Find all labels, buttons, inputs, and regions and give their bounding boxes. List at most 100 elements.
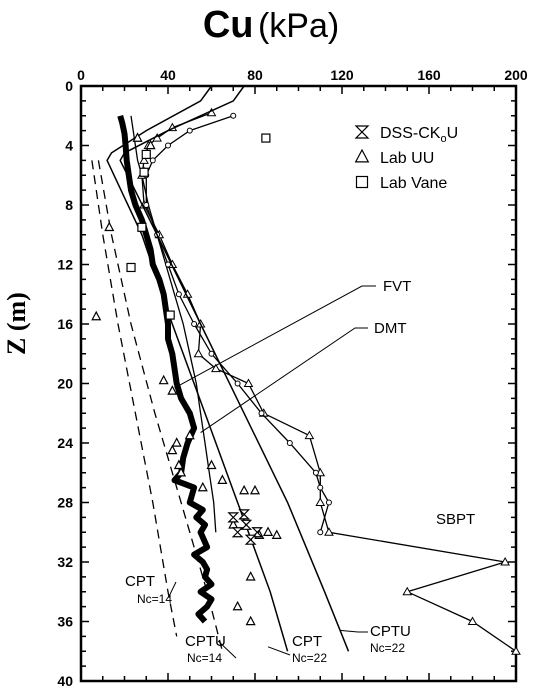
y-tick-label: 40 bbox=[57, 673, 73, 688]
sbpt-marker bbox=[243, 378, 254, 387]
legend-label: Lab UU bbox=[380, 150, 434, 167]
annotation-dmt: DMT bbox=[374, 320, 407, 337]
sbpt-circle-marker bbox=[186, 127, 193, 134]
lab-uu-point bbox=[171, 437, 182, 447]
lab-uu-point bbox=[239, 484, 250, 495]
chart-title: Cu (kPa) bbox=[0, 4, 542, 47]
y-tick-label: 0 bbox=[65, 78, 73, 94]
sbpt-marker bbox=[467, 616, 478, 625]
lab-uu-point bbox=[206, 459, 217, 470]
sbpt-circle-marker bbox=[230, 112, 237, 119]
x-tick-label: 120 bbox=[330, 67, 354, 83]
sbpt-circle-marker bbox=[312, 469, 319, 476]
annotation-cptu22-sub: Nc=22 bbox=[370, 641, 405, 655]
sbpt-marker bbox=[139, 155, 149, 164]
lab-uu-point bbox=[271, 529, 282, 539]
x-tick-label: 200 bbox=[504, 67, 528, 83]
dss-point bbox=[231, 527, 244, 538]
dss-point bbox=[240, 519, 253, 530]
y-tick-label: 28 bbox=[57, 495, 73, 511]
legend-marker-dss bbox=[354, 125, 370, 139]
x-tick-label: 160 bbox=[417, 67, 441, 83]
lab-vane-point bbox=[165, 310, 175, 320]
annotation-cpt14: CPT bbox=[125, 573, 155, 590]
lab-vane-point bbox=[261, 133, 271, 143]
series-line-sbpt-2 bbox=[145, 115, 330, 533]
lab-uu-point bbox=[167, 385, 178, 395]
series-lines bbox=[91, 85, 521, 655]
y-tick-label: 4 bbox=[65, 138, 73, 154]
lab-uu-point bbox=[91, 310, 102, 321]
series-line-fvt bbox=[130, 115, 217, 533]
annotation-fvt: FVT bbox=[383, 278, 411, 295]
lab-uu-point bbox=[217, 474, 228, 484]
sbpt-marker bbox=[511, 646, 521, 655]
lab-uu-point bbox=[104, 221, 115, 232]
y-tick-label: 12 bbox=[57, 257, 73, 273]
sbpt-circle-marker bbox=[165, 261, 171, 268]
dss-point bbox=[227, 512, 240, 523]
y-tick-label: 16 bbox=[57, 316, 73, 332]
lab-uu-point bbox=[263, 526, 274, 537]
scatter-points bbox=[91, 132, 282, 626]
sbpt-marker bbox=[324, 527, 334, 536]
sbpt-circle-marker bbox=[149, 157, 156, 164]
y-tick-label: 32 bbox=[57, 554, 73, 570]
dmt-leader bbox=[200, 327, 368, 434]
sbpt-circle-marker bbox=[325, 499, 332, 506]
sbpt-marker bbox=[500, 556, 510, 566]
annotation-cptu22: CPTU bbox=[370, 623, 411, 640]
annotation-cpt22: CPT bbox=[292, 633, 322, 650]
sbpt-marker bbox=[315, 497, 326, 506]
sbpt-circle-marker bbox=[143, 202, 150, 208]
x-tick-label: 80 bbox=[247, 67, 263, 83]
lab-uu-point bbox=[145, 139, 156, 150]
lab-uu-point bbox=[184, 429, 195, 440]
sbpt-circle-marker bbox=[234, 380, 241, 387]
cpt22-leader bbox=[267, 646, 291, 656]
sbpt-marker bbox=[304, 430, 315, 440]
cptu22-leader bbox=[339, 629, 368, 633]
series-line-cptu-nc-14 bbox=[97, 160, 224, 652]
lab-vane-point bbox=[141, 149, 151, 160]
lab-vane-point bbox=[137, 222, 147, 232]
cptu14-leader bbox=[217, 640, 237, 659]
fvt-leader bbox=[174, 285, 376, 389]
annotation-cpt14-sub: Nc=14 bbox=[137, 592, 172, 606]
lab-uu-point bbox=[167, 444, 178, 455]
sbpt-circle-marker bbox=[208, 350, 215, 357]
sbpt-circle-marker bbox=[191, 321, 198, 327]
sbpt-marker bbox=[210, 363, 221, 373]
sbpt-circle-marker bbox=[286, 440, 293, 446]
lab-uu-point bbox=[132, 132, 143, 142]
x-tick-label: 40 bbox=[160, 67, 176, 83]
legend-label: Lab Vane bbox=[380, 175, 447, 192]
y-tick-label: 20 bbox=[57, 376, 73, 392]
sbpt-circle-marker bbox=[317, 484, 324, 491]
legend-marker-lab-vane bbox=[355, 175, 369, 189]
annotation-cpt22-sub: Nc=22 bbox=[292, 651, 327, 665]
sbpt-circle-marker bbox=[175, 291, 182, 298]
sbpt-circle-marker bbox=[317, 529, 324, 536]
lab-uu-point bbox=[176, 466, 187, 477]
lab-uu-point bbox=[249, 484, 261, 495]
annotations: FVTDMTSBPTCPTNc=14CPTUNc=14CPTNc=22CPTUN… bbox=[125, 278, 475, 665]
lab-uu-point bbox=[173, 459, 184, 470]
lab-uu-point bbox=[232, 600, 243, 611]
series-line-cpt-nc-22 bbox=[106, 85, 289, 652]
series-line-dmt bbox=[117, 114, 215, 624]
series-line-sbpt bbox=[141, 112, 517, 652]
legend-marker-lab-uu bbox=[354, 148, 370, 163]
sbpt-circle-marker bbox=[165, 142, 171, 149]
annotation-cptu14-sub: Nc=14 bbox=[187, 651, 222, 665]
sbpt-marker bbox=[193, 348, 204, 358]
lab-vane-point bbox=[126, 262, 136, 273]
sbpt-circle-marker bbox=[258, 410, 265, 417]
lab-uu-point bbox=[245, 571, 256, 581]
dss-point bbox=[244, 534, 257, 545]
lab-uu-point bbox=[158, 374, 169, 385]
chart-title-main: Cu bbox=[202, 4, 254, 46]
series-line-cpt-nc-14 bbox=[91, 160, 178, 637]
annotation-sbpt: SBPT bbox=[436, 511, 475, 528]
cpt14-leader bbox=[168, 581, 177, 597]
